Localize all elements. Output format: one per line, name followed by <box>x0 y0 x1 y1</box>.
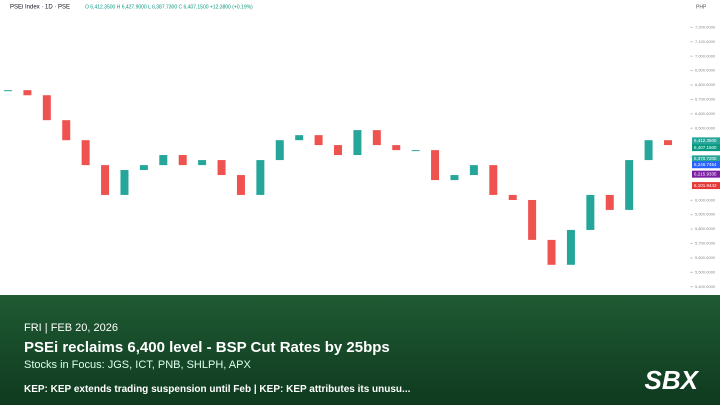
candle <box>295 135 304 141</box>
date: FRI | FEB 20, 2026 <box>24 322 118 334</box>
candle <box>256 160 265 195</box>
candle <box>42 95 51 121</box>
candle <box>644 140 653 161</box>
price-tag <box>692 144 720 152</box>
candle <box>139 165 148 171</box>
price-tag <box>692 137 720 145</box>
candle <box>450 175 459 181</box>
y-tick-label: 6,900.0000 <box>695 68 716 73</box>
y-tick-label: 5,500.0000 <box>695 269 716 274</box>
ticker: KEP: KEP extends trading suspension unti… <box>24 384 411 395</box>
y-tick-label: 5,400.0000 <box>695 284 716 289</box>
candle <box>23 90 32 96</box>
chart: PSEi Index · 1D · PSE O 6,412.3500 H 6,4… <box>4 4 720 289</box>
candle <box>605 194 614 210</box>
price-tag-label: 6,246.7454 <box>694 162 717 167</box>
ohlc: O 6,412.3500 H 6,427.9000 L 6,387.7300 C… <box>85 4 253 10</box>
y-tick-label: 6,500.0000 <box>695 125 716 130</box>
price-tag-label: 6,370.7200 <box>694 156 717 161</box>
candle <box>62 120 71 141</box>
candle <box>159 155 168 166</box>
candle <box>431 150 440 181</box>
candle <box>198 160 207 166</box>
candle <box>489 165 498 195</box>
candle <box>547 239 556 265</box>
candle <box>178 155 187 166</box>
candle <box>334 145 342 156</box>
y-tick-label: 6,000.0000 <box>695 197 716 202</box>
y-tick-label: 7,000.0000 <box>695 53 716 58</box>
y-tick-label: 7,200.0000 <box>695 24 716 29</box>
price-tag-label: 6,215.9335 <box>694 171 717 176</box>
candle <box>411 150 420 152</box>
focus: Stocks in Focus: JGS, ICT, PNB, SHLPH, A… <box>24 359 251 371</box>
candle <box>217 160 226 176</box>
candle <box>528 199 537 240</box>
y-tick-label: 5,900.0000 <box>695 212 716 217</box>
y-tick-label: 6,600.0000 <box>695 111 716 116</box>
candle <box>120 170 129 195</box>
candle <box>469 165 478 176</box>
y-tick-label: 6,800.0000 <box>695 82 716 87</box>
candle <box>4 90 12 92</box>
price-tag <box>692 155 720 163</box>
candle <box>508 194 517 200</box>
y-tick-label: 5,600.0000 <box>695 255 716 260</box>
logo: SBX <box>644 365 698 395</box>
y-tick-label: 5,800.0000 <box>695 226 716 231</box>
y-tick-label: 7,100.0000 <box>695 39 716 44</box>
candle <box>372 130 381 146</box>
candle <box>664 140 672 146</box>
price-tag-label: 6,412.3500 <box>694 138 717 143</box>
candle <box>625 160 634 210</box>
candle <box>566 229 575 265</box>
price-tag <box>692 161 720 169</box>
headline: PSEi reclaims 6,400 level - BSP Cut Rate… <box>24 339 390 356</box>
candle <box>586 194 595 230</box>
candle <box>101 165 110 195</box>
price-tag-label: 6,101.9442 <box>694 183 717 188</box>
price-tag-label: 6,407.1500 <box>694 145 717 150</box>
candle <box>275 140 284 161</box>
y-tick-label: 6,700.0000 <box>695 96 716 101</box>
candle <box>353 130 362 156</box>
price-tag <box>692 182 720 190</box>
news-overlay: FRI | FEB 20, 2026 PSEi reclaims 6,400 l… <box>0 295 720 405</box>
candle <box>81 140 90 166</box>
currency: PHP <box>696 4 707 10</box>
candle <box>236 175 245 195</box>
candle <box>392 145 401 151</box>
symbol: PSEi Index · 1D · PSE <box>10 5 70 11</box>
candle <box>314 135 323 146</box>
price-tag <box>692 170 720 178</box>
y-tick-label: 5,700.0000 <box>695 241 716 246</box>
